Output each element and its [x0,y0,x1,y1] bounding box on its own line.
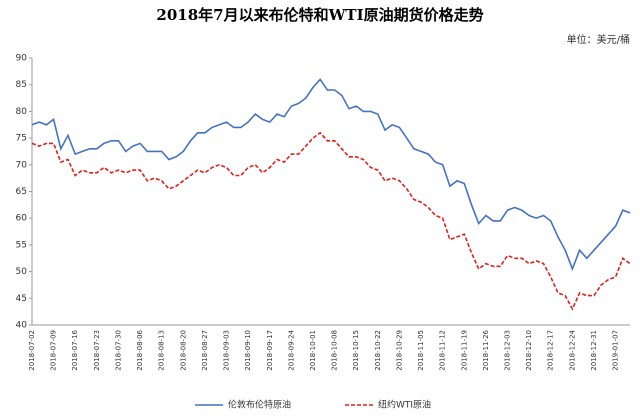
x-tick-label: 2018-08-06 [136,329,144,370]
y-tick-label: 90 [16,54,28,64]
y-tick-label: 60 [16,214,28,224]
x-tick-label: 2018-12-17 [547,330,555,371]
legend-label: 纽约WTI原油 [378,399,431,411]
y-tick-label: 50 [16,267,28,277]
x-tick-label: 2018-07-16 [71,329,79,370]
x-tick-label: 2018-10-15 [352,330,360,371]
y-tick-label: 85 [16,80,27,90]
legend-label: 伦敦布伦特原油 [228,399,291,411]
y-tick-label: 80 [16,107,28,117]
x-tick-label: 2018-11-05 [417,330,425,371]
x-tick-label: 2018-12-10 [525,330,533,371]
x-tick-label: 2018-07-23 [93,330,101,371]
x-tick-label: 2018-10-08 [331,330,339,371]
x-tick-label: 2018-09-17 [266,330,274,371]
y-tick-label: 55 [16,240,27,250]
x-tick-label: 2019-01-07 [612,330,620,371]
series-line [31,131,631,311]
y-tick-label: 70 [16,160,28,170]
x-tick-label: 2018-08-20 [179,330,187,371]
x-tick-label: 2018-11-26 [482,329,490,370]
y-tick-label: 40 [16,321,28,331]
x-tick-label: 2018-07-09 [50,330,58,371]
chart-title: 2018年7月以来布伦特和WTI原油期货价格走势 [156,6,483,24]
x-tick-label: 2018-10-22 [374,330,382,371]
x-tick-label: 2018-10-01 [309,330,317,371]
y-tick-label: 45 [16,294,27,304]
x-tick-label: 2018-08-13 [158,330,166,371]
x-tick-label: 2018-10-29 [395,330,403,371]
x-tick-label: 2018-09-24 [287,329,295,370]
x-tick-label: 2018-09-03 [223,330,231,371]
x-tick-label: 2018-12-24 [568,329,576,370]
x-tick-label: 2018-09-10 [244,330,252,371]
x-tick-label: 2018-07-30 [114,330,122,371]
y-tick-label: 65 [16,187,27,197]
x-tick-label: 2018-12-31 [590,330,598,371]
x-tick-label: 2018-11-19 [460,330,468,371]
x-tick-label: 2018-08-27 [201,330,209,371]
x-tick-label: 2018-11-12 [439,330,447,371]
x-tick-label: 2018-12-03 [504,330,512,371]
y-tick-label: 75 [16,134,27,144]
x-tick-label: 2018-07-02 [28,330,36,371]
series-line [31,78,631,272]
unit-label: 单位：美元/桶 [567,33,630,46]
